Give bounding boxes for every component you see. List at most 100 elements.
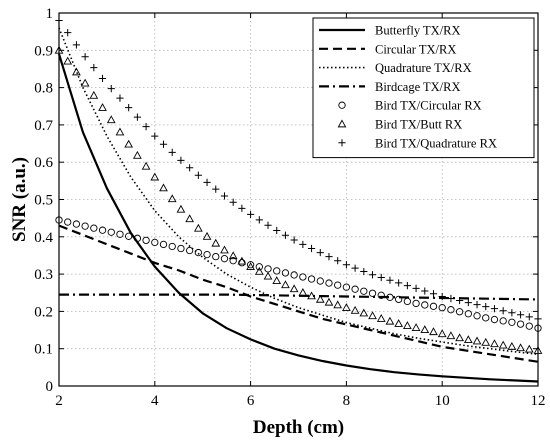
data-point-triangle: [516, 343, 525, 352]
data-point-circle: [316, 277, 324, 285]
data-point-circle: [125, 232, 133, 240]
data-point-plus: [290, 236, 298, 244]
data-point-triangle: [254, 266, 264, 275]
data-point-circle: [342, 283, 351, 291]
data-point-circle: [238, 259, 246, 267]
data-point-circle: [185, 246, 194, 255]
data-point-circle: [281, 269, 290, 277]
data-point-circle: [395, 295, 403, 304]
data-point-circle: [307, 275, 316, 283]
data-point-plus: [447, 294, 455, 303]
data-point-triangle: [342, 303, 351, 311]
data-point-triangle: [176, 204, 186, 213]
data-point-triangle: [289, 284, 299, 293]
x-tick-label: 2: [55, 393, 63, 409]
data-point-plus: [194, 171, 202, 179]
series-dashdot: [59, 293, 539, 301]
data-point-plus: [90, 63, 98, 72]
data-point-plus: [403, 282, 411, 290]
data-point-plus: [238, 204, 246, 212]
data-point-plus: [177, 156, 185, 164]
data-point-plus: [525, 313, 533, 321]
data-point-circle: [386, 293, 394, 301]
data-point-plus: [264, 221, 272, 229]
data-point-circle: [516, 320, 525, 328]
data-point-plus: [395, 279, 403, 287]
data-point-plus: [499, 307, 507, 315]
data-point-circle: [412, 299, 420, 308]
data-point-circle: [72, 220, 81, 228]
legend-label: Bird TX/Quadrature RX: [375, 136, 497, 150]
data-point-circle: [351, 285, 359, 293]
data-point-circle: [360, 287, 368, 295]
data-point-circle: [212, 252, 220, 261]
data-point-triangle: [333, 300, 343, 309]
data-point-plus: [203, 178, 211, 186]
data-point-plus: [273, 226, 281, 235]
data-point-plus: [386, 276, 394, 284]
legend-label: Bird TX/Butt RX: [375, 118, 462, 132]
data-point-circle: [421, 301, 429, 309]
data-point-circle: [290, 271, 298, 279]
data-point-plus: [133, 113, 141, 121]
data-point-triangle: [455, 333, 464, 342]
data-point-plus: [186, 164, 194, 172]
data-point-circle: [377, 291, 385, 299]
axis-ticks: 2 4 6 8 10 12 0 0.1 0.2 0.3 0.4 0.5 0.6 0.7 0.8 0.9 1: [34, 6, 545, 409]
data-point-plus: [116, 94, 124, 102]
data-point-plus: [516, 311, 525, 319]
y-tick-label: 0.2: [34, 304, 53, 320]
data-point-plus: [508, 309, 516, 317]
data-point-circle: [107, 228, 115, 236]
series-circle: [55, 216, 542, 332]
data-point-triangle: [141, 161, 151, 170]
y-tick-label: 0.5: [34, 193, 53, 209]
data-point-plus: [98, 74, 107, 83]
data-point-triangle: [411, 323, 421, 332]
data-point-circle: [159, 240, 168, 249]
data-point-triangle: [193, 223, 203, 232]
y-tick-label: 0.8: [34, 81, 53, 97]
data-point-plus: [64, 29, 72, 37]
data-point-plus: [107, 85, 115, 93]
data-point-triangle: [507, 341, 517, 350]
legend-swatch: [338, 101, 346, 109]
data-point-circle: [133, 234, 142, 242]
data-point-triangle: [211, 238, 221, 247]
data-point-triangle: [481, 337, 491, 346]
y-axis-label: SNR (a.u.): [9, 157, 30, 242]
x-tick-label: 10: [435, 393, 450, 409]
y-tick-label: 1: [46, 6, 54, 22]
data-point-circle: [168, 242, 176, 251]
y-tick-label: 0.9: [34, 43, 53, 59]
data-point-circle: [142, 236, 150, 245]
data-point-triangle: [420, 325, 430, 334]
data-point-plus: [377, 273, 385, 282]
data-point-circle: [455, 308, 464, 316]
data-point-triangle: [307, 291, 316, 300]
data-point-circle: [246, 261, 255, 269]
x-tick-label: 4: [151, 393, 159, 409]
data-point-circle: [368, 289, 377, 297]
data-point-plus: [368, 271, 377, 279]
data-point-circle: [482, 314, 490, 322]
data-point-triangle: [498, 340, 508, 349]
data-point-circle: [151, 238, 159, 247]
series-line: [59, 293, 539, 301]
series-dashed: [58, 224, 539, 363]
series-solid: [57, 53, 539, 383]
data-point-triangle: [228, 251, 238, 260]
data-point-circle: [90, 224, 98, 232]
legend-swatch: [338, 139, 346, 147]
data-point-circle: [98, 226, 107, 234]
data-point-circle: [325, 279, 333, 287]
data-point-circle: [220, 255, 229, 263]
data-point-plus: [307, 244, 316, 253]
x-tick-label: 6: [247, 393, 255, 409]
x-tick-label: 8: [343, 393, 351, 409]
data-point-circle: [499, 317, 507, 325]
data-point-triangle: [159, 183, 168, 192]
data-point-plus: [299, 240, 307, 249]
data-point-triangle: [202, 231, 212, 240]
